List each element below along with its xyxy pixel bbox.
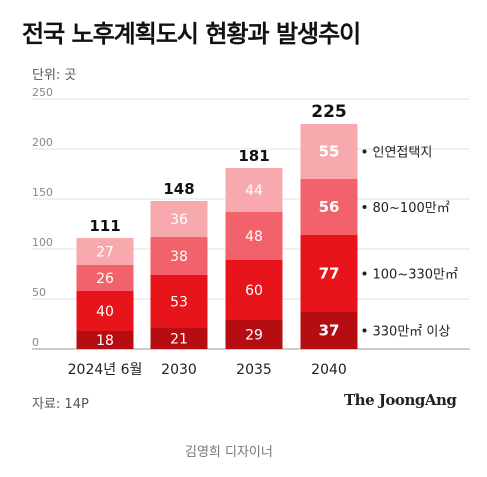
bar-segment <box>150 237 208 275</box>
unit-label: 단위: 곳 <box>32 68 77 83</box>
bar-segment <box>225 212 283 260</box>
bar-segment <box>300 179 358 235</box>
series-label: 80~100만㎡ <box>373 201 450 216</box>
y-tick-label: 150 <box>32 186 53 199</box>
bar-segment <box>300 124 358 179</box>
bar-segment <box>300 312 358 349</box>
bar-total-label: 225 <box>311 102 347 122</box>
segment-value-label: 60 <box>245 283 263 299</box>
segment-value-label: 21 <box>170 332 188 348</box>
segment-value-label: 29 <box>245 328 263 344</box>
bar-segment <box>76 238 134 265</box>
bar-segment <box>225 260 283 320</box>
x-tick-label: 2040 <box>311 362 347 378</box>
segment-value-label: 56 <box>319 198 340 216</box>
bar-segment <box>150 275 208 328</box>
brand-logo: The JoongAng <box>344 391 457 409</box>
x-tick-label: 2035 <box>236 362 272 378</box>
y-tick-label: 100 <box>32 236 53 249</box>
bar-segment <box>76 265 134 291</box>
legend-dot <box>362 149 367 154</box>
segment-value-label: 18 <box>96 333 114 349</box>
segment-value-label: 48 <box>245 229 263 245</box>
bar-segment <box>300 235 358 312</box>
bar-segment <box>76 331 134 349</box>
segment-value-label: 77 <box>319 265 340 283</box>
bar-segment <box>76 291 134 331</box>
bar-total-label: 148 <box>163 180 194 198</box>
chart-title: 전국 노후계획도시 현황과 발생추이 <box>22 20 361 48</box>
legend-dot <box>362 205 367 209</box>
source-label: 자료: 14P <box>32 397 89 412</box>
legend-dot <box>362 328 367 333</box>
bar-segment <box>225 320 283 349</box>
y-tick-label: 200 <box>32 136 53 149</box>
bar-segment <box>150 201 208 237</box>
segment-value-label: 36 <box>170 212 188 228</box>
segment-value-label: 26 <box>96 271 114 287</box>
segment-value-label: 44 <box>245 183 263 199</box>
legend-dot <box>362 271 367 276</box>
bar-total-label: 111 <box>89 217 120 235</box>
bar-segment <box>150 328 208 349</box>
segment-value-label: 53 <box>170 295 188 311</box>
y-tick-label: 50 <box>32 286 46 299</box>
series-label: 330만㎡ 이상 <box>373 325 451 340</box>
series-label: 100~330만㎡ <box>373 268 458 283</box>
bar-segment <box>225 168 283 212</box>
segment-value-label: 55 <box>319 143 340 161</box>
y-tick-label: 0 <box>32 336 39 349</box>
x-tick-label: 2030 <box>161 362 197 378</box>
segment-value-label: 38 <box>170 249 188 265</box>
segment-value-label: 37 <box>319 322 340 340</box>
bar-total-label: 181 <box>238 147 269 165</box>
segment-value-label: 40 <box>96 304 114 320</box>
series-label: 인연접택지 <box>373 146 433 161</box>
designer-credit: 김영희 디자이너 <box>185 445 273 460</box>
y-tick-label: 250 <box>32 86 53 99</box>
segment-value-label: 27 <box>96 245 114 261</box>
x-tick-label: 2024년 6월 <box>68 362 143 378</box>
